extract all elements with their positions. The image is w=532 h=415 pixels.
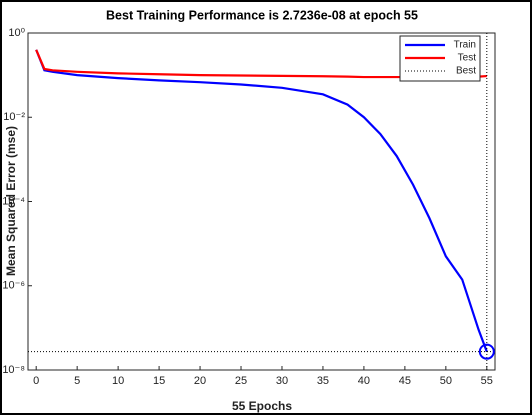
x-axis-label: 55 Epochs bbox=[232, 399, 292, 413]
x-tick-label: 25 bbox=[235, 375, 247, 387]
x-tick-label: 0 bbox=[33, 375, 39, 387]
y-tick-label: 10⁰ bbox=[8, 27, 25, 39]
x-tick-label: 20 bbox=[194, 375, 206, 387]
legend-label: Train bbox=[454, 40, 476, 51]
legend-label: Best bbox=[456, 66, 476, 77]
y-tick-label: 10⁻² bbox=[3, 111, 25, 123]
x-tick-label: 30 bbox=[276, 375, 288, 387]
x-tick-label: 45 bbox=[399, 375, 411, 387]
chart-title: Best Training Performance is 2.7236e-08 … bbox=[106, 8, 418, 22]
y-tick-label: 10⁻⁴ bbox=[2, 195, 25, 207]
x-tick-label: 40 bbox=[358, 375, 370, 387]
x-tick-label: 10 bbox=[112, 375, 124, 387]
x-tick-label: 5 bbox=[74, 375, 80, 387]
x-tick-label: 50 bbox=[440, 375, 452, 387]
y-tick-label: 10⁻⁸ bbox=[2, 364, 25, 376]
chart: Best Training Performance is 2.7236e-08 … bbox=[0, 0, 532, 415]
x-tick-label: 35 bbox=[317, 375, 329, 387]
y-tick-label: 10⁻⁶ bbox=[2, 280, 25, 292]
x-tick-label: 15 bbox=[153, 375, 165, 387]
x-tick-label: 55 bbox=[481, 375, 493, 387]
legend-label: Test bbox=[458, 53, 477, 64]
plot-area bbox=[28, 33, 495, 370]
